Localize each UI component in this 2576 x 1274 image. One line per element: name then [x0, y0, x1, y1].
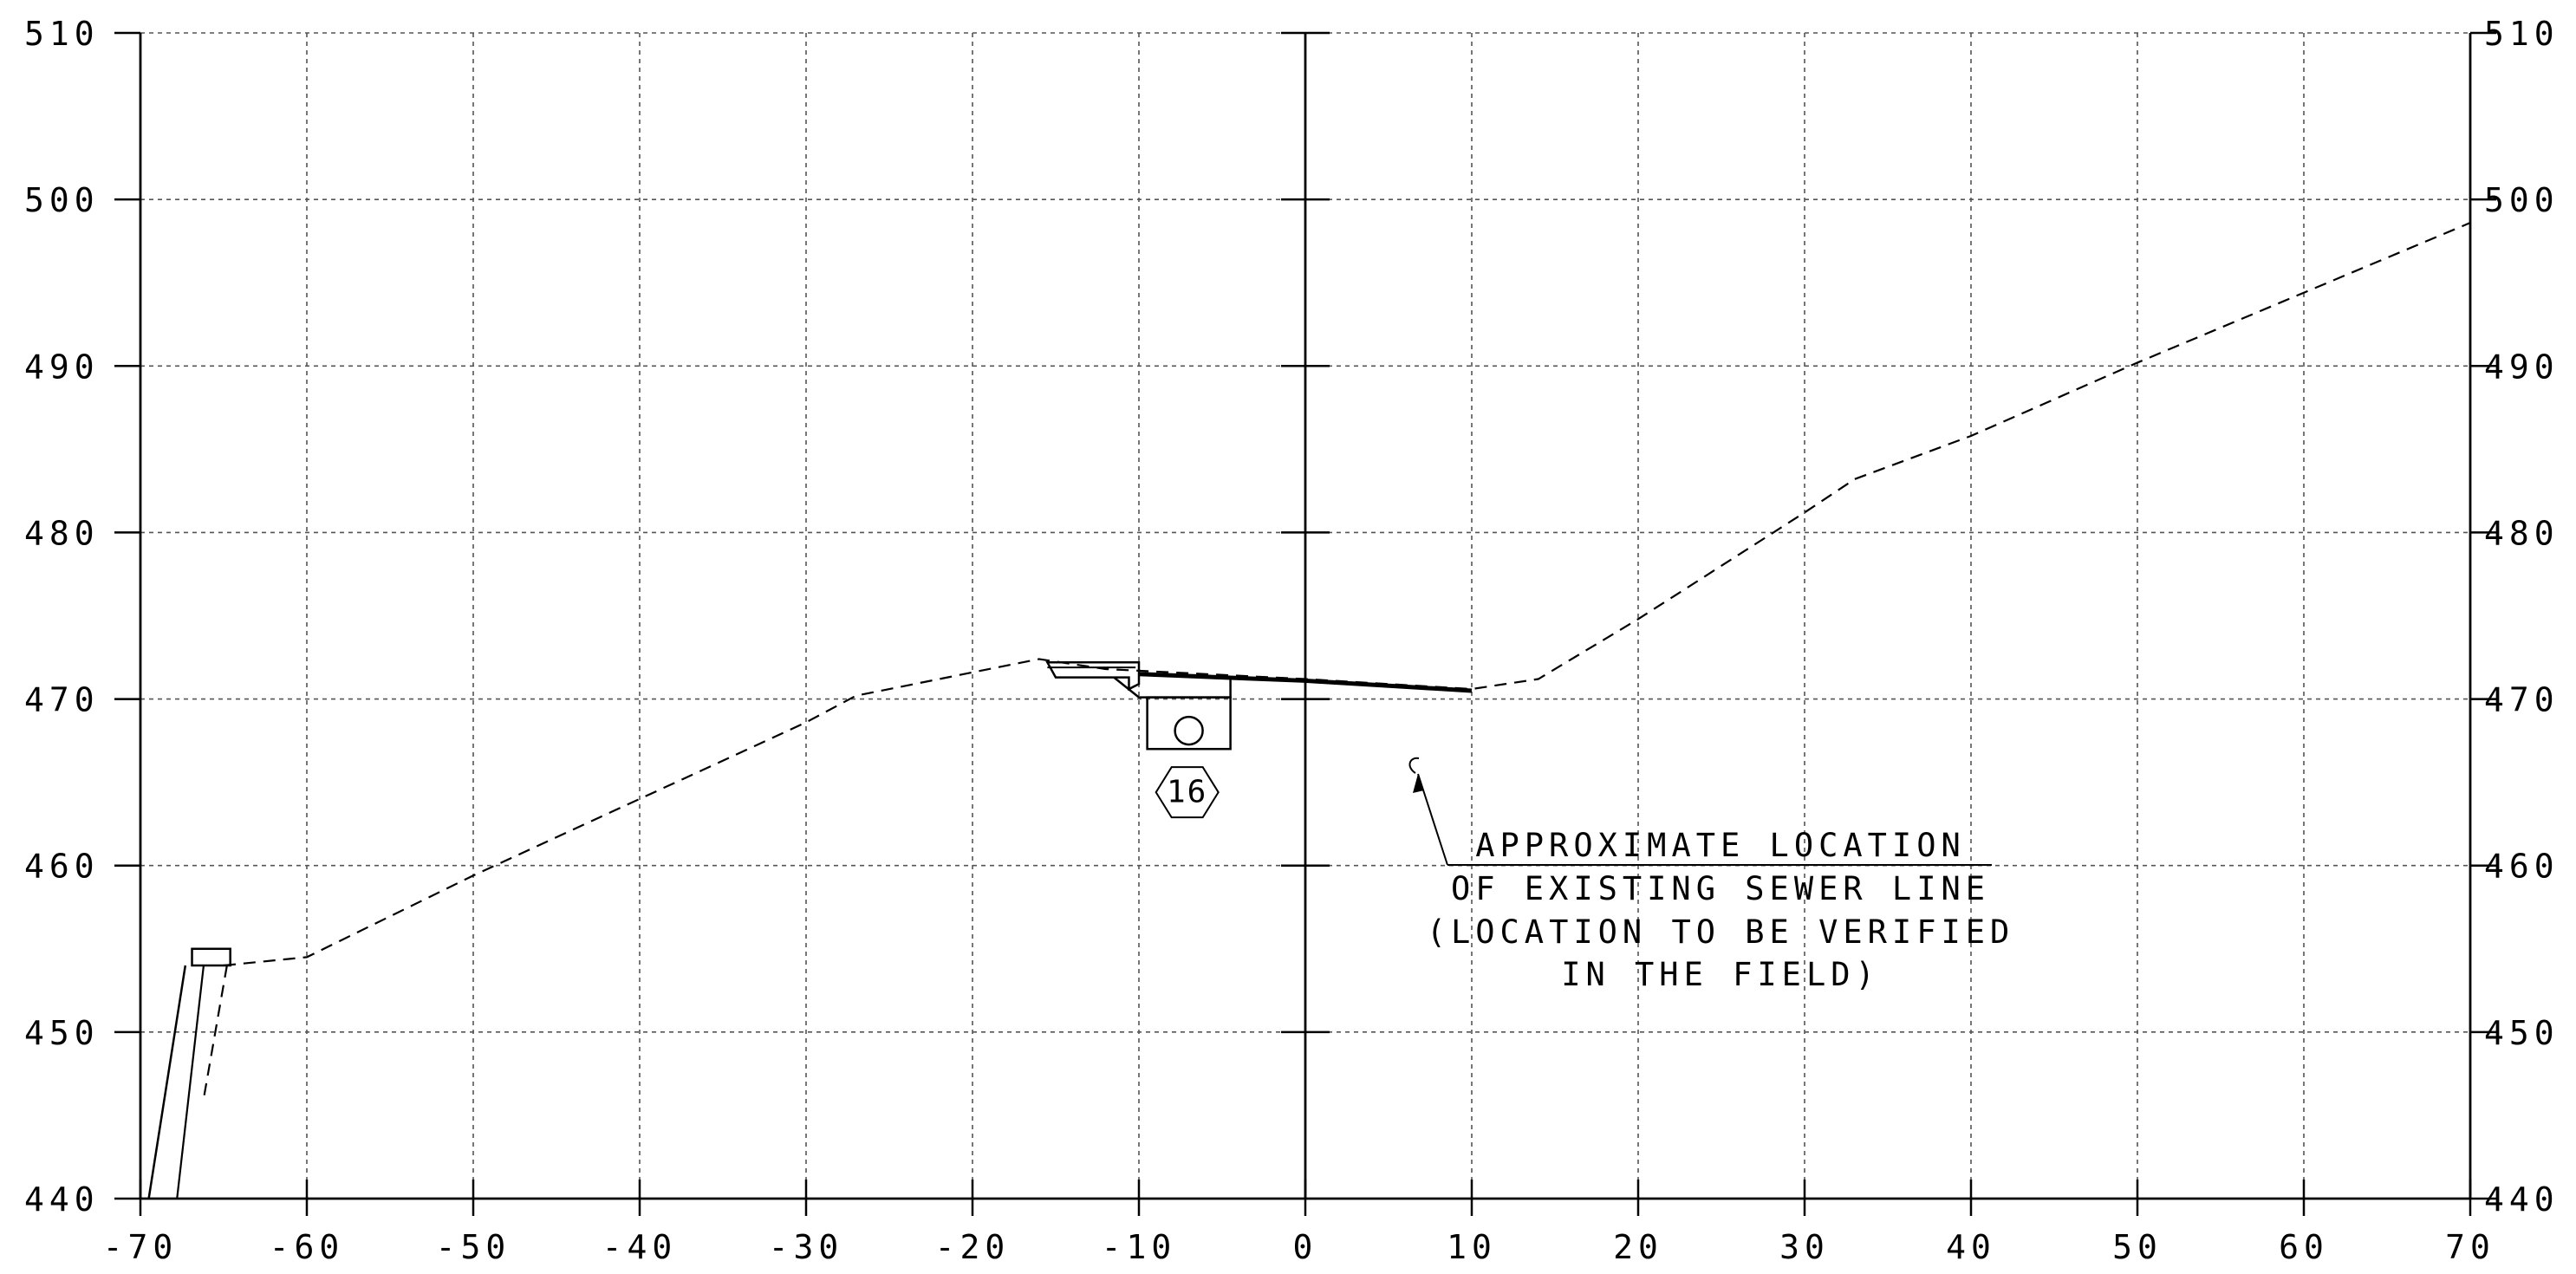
leader-arrow-icon — [1413, 774, 1424, 793]
x-tick-label: 10 — [1447, 1228, 1497, 1266]
y-tick-label-right: 480 — [2484, 514, 2560, 552]
x-tick-label: -50 — [436, 1228, 511, 1266]
y-tick-label-right: 470 — [2484, 681, 2560, 719]
detail-marker: 16 — [1155, 766, 1220, 819]
y-tick-label-left: 450 — [24, 1014, 100, 1052]
y-tick-label-left: 460 — [24, 848, 100, 886]
wall-back — [202, 965, 228, 1099]
marker-label: 16 — [1167, 775, 1207, 810]
pipe-circle-icon — [1174, 715, 1204, 746]
y-tick-label-right: 440 — [2484, 1180, 2560, 1219]
sewer-note: APPROXIMATE LOCATION OF EXISTING SEWER L… — [1408, 757, 2015, 993]
wall-face — [147, 965, 187, 1199]
x-tick-label: -60 — [270, 1228, 345, 1266]
note-line-4: IN THE FIELD) — [1561, 956, 1880, 993]
proposed-grade-line — [1138, 672, 1473, 693]
curb-and-inlet — [1045, 661, 1232, 751]
x-tick-label: -30 — [769, 1228, 844, 1266]
wall-cap — [191, 947, 231, 967]
y-tick-label-right: 490 — [2484, 348, 2560, 386]
y-tick-label-left: 500 — [24, 181, 100, 219]
y-tick-label-right: 510 — [2484, 15, 2560, 53]
hexagon-marker-icon — [1155, 766, 1220, 819]
y-tick-label-left: 470 — [24, 681, 100, 719]
note-line-2: OF EXISTING SEWER LINE — [1451, 870, 1990, 907]
x-tick-label: -70 — [103, 1228, 179, 1266]
tick-labels: -70 -60 -50 -40 -30 -20 -10 0 10 20 30 40 50 60 70 440 4… — [24, 15, 2560, 1266]
x-tick-label: 0 — [1293, 1228, 1318, 1266]
y-tick-label-left: 480 — [24, 514, 100, 552]
y-tick-label-left: 510 — [24, 15, 100, 53]
x-tick-label: -10 — [1102, 1228, 1177, 1266]
x-tick-label: 40 — [1946, 1228, 1996, 1266]
wall-face-inner — [176, 965, 205, 1199]
retaining-wall — [147, 947, 231, 1199]
x-tick-label: 20 — [1613, 1228, 1663, 1266]
note-line-3: (LOCATION TO BE VERIFIED — [1427, 913, 2015, 951]
existing-ground-line — [223, 222, 2471, 967]
x-tick-label: 50 — [2112, 1228, 2163, 1266]
x-tick-label: 60 — [2279, 1228, 2329, 1266]
inlet-box — [1146, 696, 1232, 751]
y-tick-label-right: 450 — [2484, 1014, 2560, 1052]
x-tick-label: 70 — [2445, 1228, 2495, 1266]
x-tick-label: -40 — [602, 1228, 678, 1266]
y-tick-label-right: 460 — [2484, 848, 2560, 886]
leader-hook-icon — [1408, 757, 1420, 774]
x-tick-label: -20 — [935, 1228, 1011, 1266]
y-tick-label-left: 490 — [24, 348, 100, 386]
y-tick-label-left: 440 — [24, 1180, 100, 1219]
note-line-1: APPROXIMATE LOCATION — [1475, 827, 1966, 864]
y-tick-label-right: 500 — [2484, 181, 2560, 219]
chart-frame — [114, 31, 2496, 1216]
x-tick-label: 30 — [1779, 1228, 1830, 1266]
profile-lines — [223, 222, 2471, 967]
